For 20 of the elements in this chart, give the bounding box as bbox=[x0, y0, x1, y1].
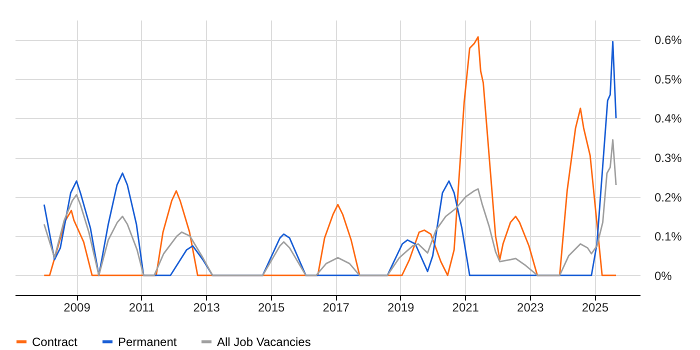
y-tick-label: 0.6% bbox=[654, 33, 682, 48]
y-tick-label: 0% bbox=[654, 268, 672, 283]
x-tick-label: 2019 bbox=[388, 300, 415, 314]
legend-label: Contract bbox=[32, 334, 78, 349]
y-tick-label: 0.5% bbox=[654, 72, 682, 86]
x-tick-label: 2009 bbox=[64, 300, 91, 314]
y-tick-label: 0.4% bbox=[654, 112, 682, 126]
x-tick-label: 2011 bbox=[128, 300, 156, 314]
x-tick-label: 2021 bbox=[452, 300, 480, 314]
x-tick-label: 2015 bbox=[258, 300, 285, 314]
y-tick-label: 0.1% bbox=[654, 230, 682, 244]
y-tick-label: 0.2% bbox=[654, 190, 682, 204]
x-tick-label: 2013 bbox=[193, 300, 220, 314]
x-tick-label: 2017 bbox=[322, 300, 350, 314]
legend-label: All Job Vacancies bbox=[217, 334, 311, 349]
legend-label: Permanent bbox=[118, 334, 178, 349]
y-tick-label: 0.3% bbox=[654, 151, 682, 165]
x-tick-label: 2025 bbox=[582, 300, 609, 314]
line-series bbox=[43, 139, 617, 276]
x-tick-label: 2023 bbox=[517, 300, 544, 314]
